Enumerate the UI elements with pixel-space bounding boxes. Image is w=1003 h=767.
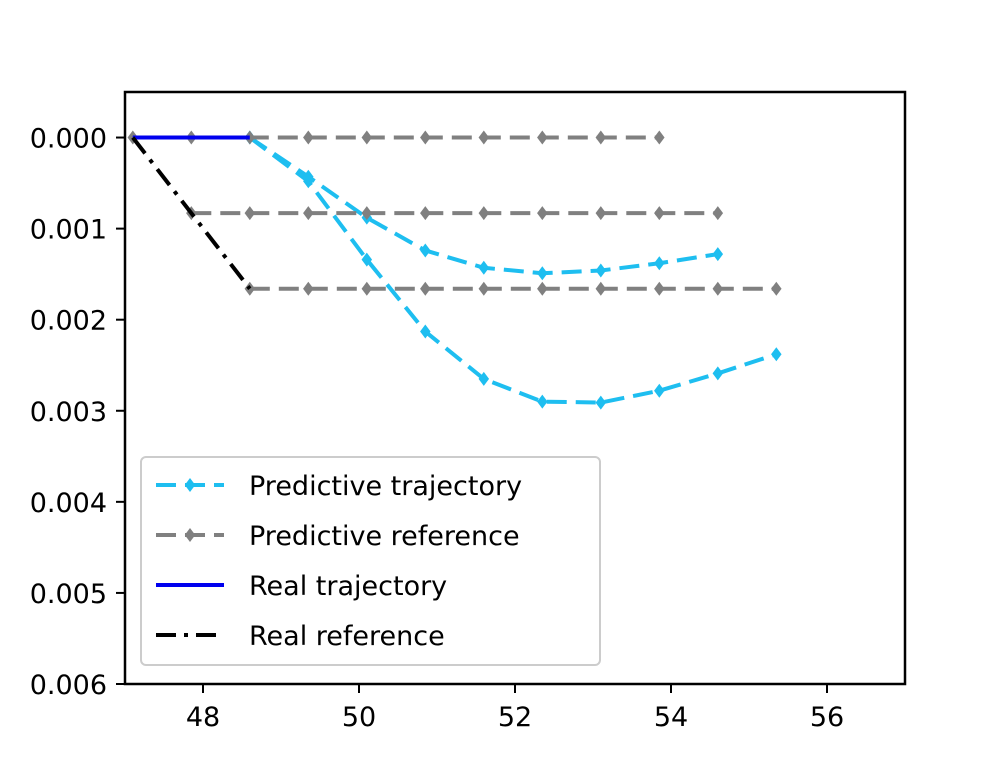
data-point (654, 206, 665, 221)
data-point (595, 130, 607, 145)
y-tick-label: 0.001 (30, 215, 107, 246)
data-point (654, 281, 665, 296)
x-tick-label: 54 (654, 702, 688, 733)
data-point (771, 347, 782, 362)
y-tick-label: 0.002 (30, 306, 107, 337)
data-point (420, 281, 431, 296)
data-point (303, 174, 314, 189)
data-point (361, 252, 373, 267)
data-point (595, 395, 607, 410)
data-point (303, 130, 314, 145)
legend-label: Real reference (249, 621, 445, 652)
data-point (361, 281, 373, 296)
y-tick-label: 0.006 (30, 670, 107, 701)
legend-item-real-trajectory: Real trajectory (156, 571, 447, 602)
data-point (712, 281, 724, 296)
data-point (478, 206, 490, 221)
y-tick-label: 0.005 (30, 579, 107, 610)
x-tick-label: 56 (810, 702, 844, 733)
plot-lines (127, 130, 782, 410)
data-point (595, 206, 607, 221)
legend-label: Predictive reference (249, 521, 520, 552)
x-tick-label: 50 (342, 702, 376, 733)
data-point (654, 383, 665, 398)
data-point (595, 263, 607, 278)
data-point (478, 130, 490, 145)
data-point (537, 206, 548, 221)
x-tick-label: 52 (498, 702, 532, 733)
data-point (537, 266, 548, 281)
data-point (712, 247, 724, 262)
data-point (420, 243, 431, 258)
data-point (420, 324, 431, 339)
x-axis: 48 50 52 54 56 (186, 684, 844, 733)
data-point (478, 281, 490, 296)
legend-marker (184, 528, 196, 542)
data-point (478, 371, 490, 386)
series-predictive-reference (127, 130, 782, 296)
y-tick-label: 0.004 (30, 488, 107, 519)
data-point (303, 206, 314, 221)
y-tick-label: 0.000 (30, 124, 107, 155)
data-point (712, 366, 724, 381)
data-point (478, 260, 490, 275)
data-point (537, 281, 548, 296)
legend-box (140, 456, 601, 666)
legend-label: Real trajectory (249, 571, 447, 602)
legend: Predictive trajectory Predictive referenc… (140, 456, 601, 666)
data-point (595, 281, 607, 296)
data-point (361, 206, 373, 221)
data-point (303, 281, 314, 296)
series-real-reference (131, 136, 252, 290)
y-axis: 0.000 0.001 0.002 0.003 0.004 0.005 0.006 (30, 124, 125, 701)
data-point (654, 256, 665, 271)
data-point (537, 130, 548, 145)
series-line (131, 136, 252, 290)
data-point (420, 206, 431, 221)
y-tick-label: 0.003 (30, 397, 107, 428)
series-line (248, 135, 777, 405)
legend-item-predictive-trajectory: Predictive trajectory (156, 471, 522, 502)
x-tick-label: 48 (186, 702, 220, 733)
data-point (654, 130, 665, 145)
data-point (712, 206, 724, 221)
data-point (537, 394, 548, 409)
data-point (361, 130, 373, 145)
legend-item-real-reference: Real reference (156, 621, 445, 652)
data-point (420, 130, 431, 145)
data-point (771, 281, 782, 296)
legend-label: Predictive trajectory (249, 471, 522, 502)
legend-item-predictive-reference: Predictive reference (156, 521, 520, 552)
data-point (244, 206, 256, 221)
legend-marker (184, 478, 196, 492)
